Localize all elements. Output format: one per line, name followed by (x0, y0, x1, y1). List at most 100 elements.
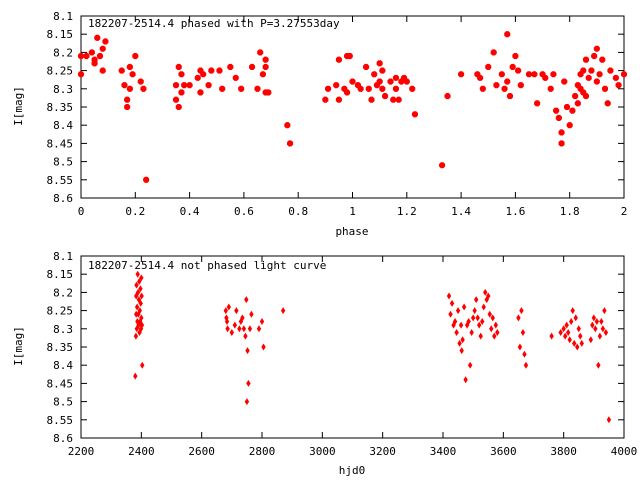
data-point (349, 78, 356, 85)
data-point (77, 71, 85, 78)
data-point (138, 299, 143, 307)
data-point (237, 325, 242, 333)
data-point (133, 332, 139, 340)
data-point (486, 292, 491, 300)
y-tick-label: 8.5 (53, 156, 73, 169)
data-point (379, 85, 386, 92)
y-tick-label: 8.1 (53, 10, 73, 23)
y-tick-label: 8.6 (53, 192, 73, 205)
data-point (516, 314, 521, 322)
data-point (246, 379, 251, 387)
data-point (600, 325, 606, 333)
data-point (593, 78, 600, 85)
x-tick-label: 0.8 (288, 205, 308, 218)
data-point (135, 288, 141, 296)
data-point (519, 307, 524, 315)
data-point (99, 45, 106, 52)
data-point (139, 314, 144, 322)
data-point (549, 332, 554, 340)
data-point (175, 103, 182, 111)
data-point (620, 71, 628, 78)
data-point (578, 332, 583, 340)
data-point (172, 82, 180, 89)
data-point (376, 78, 383, 85)
x-tick-label: 0.4 (180, 205, 200, 218)
data-point (390, 96, 397, 103)
data-point (219, 85, 226, 92)
data-point (463, 376, 468, 384)
data-point (467, 361, 473, 369)
y-axis-ticks: 8.1 8.15 8.2 8.25 8.3 8.35 8.4 8.45 8.5 8.55 8.6 (47, 250, 624, 445)
data-point (371, 71, 378, 78)
data-point (225, 325, 230, 333)
data-point (452, 318, 458, 326)
data-points (133, 270, 612, 424)
data-point (249, 63, 256, 71)
y-axis-title: I[mag] (12, 326, 25, 366)
data-point (387, 78, 394, 85)
data-point (88, 49, 95, 56)
data-point (570, 307, 575, 315)
data-point (346, 52, 353, 60)
y-tick-label: 8.1 (53, 250, 73, 263)
data-point (175, 63, 182, 71)
data-point (477, 321, 482, 329)
x-axis-title: phase (335, 225, 368, 238)
data-point (547, 85, 554, 92)
data-point (458, 321, 464, 329)
data-point (137, 307, 143, 315)
data-point (596, 71, 603, 78)
data-point (140, 361, 145, 369)
y-axis-title: I[mag] (12, 86, 25, 126)
data-point (257, 49, 264, 56)
data-point (357, 85, 364, 92)
data-point (558, 140, 565, 147)
data-point (444, 93, 451, 100)
data-point (449, 299, 455, 307)
y-tick-label: 8.45 (47, 137, 74, 150)
data-point (181, 82, 188, 89)
data-point (139, 321, 145, 329)
data-point (479, 85, 486, 92)
data-point (582, 56, 590, 63)
data-point (186, 82, 193, 89)
data-point (455, 307, 461, 315)
data-point (576, 325, 581, 333)
y-tick-label: 8.45 (47, 377, 74, 390)
data-point (485, 63, 492, 71)
data-point (612, 74, 619, 81)
y-tick-label: 8.3 (53, 323, 73, 336)
data-point (550, 71, 557, 78)
y-tick-label: 8.35 (47, 101, 74, 114)
data-point (512, 52, 519, 60)
data-point (335, 96, 342, 103)
data-point (259, 318, 265, 326)
data-point (245, 347, 250, 355)
data-point (234, 307, 239, 315)
data-point (194, 74, 201, 81)
data-point (582, 93, 590, 100)
data-point (200, 71, 207, 78)
data-point (460, 336, 465, 344)
data-point (590, 321, 595, 329)
data-point (244, 296, 249, 304)
data-point (604, 100, 611, 107)
data-point (458, 71, 465, 78)
data-point (493, 82, 500, 89)
x-tick-label: 1.4 (451, 205, 471, 218)
data-point (498, 71, 505, 78)
data-point (344, 89, 351, 96)
data-point (139, 274, 144, 282)
data-point (461, 303, 467, 311)
data-point (133, 372, 138, 380)
data-point (517, 343, 523, 351)
data-point (83, 52, 90, 60)
y-tick-label: 8.25 (47, 305, 74, 318)
data-point (322, 96, 329, 103)
data-point (259, 71, 266, 78)
data-point (506, 93, 514, 100)
data-point (280, 307, 286, 315)
data-point (596, 361, 601, 369)
data-point (238, 318, 244, 326)
